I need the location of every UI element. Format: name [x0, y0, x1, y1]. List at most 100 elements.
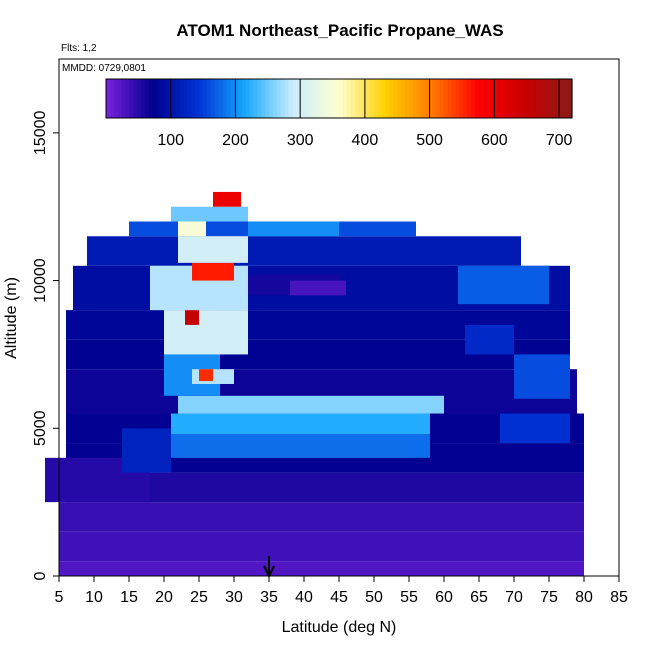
colorbar-segment	[245, 79, 251, 118]
heatmap-cell	[178, 221, 206, 237]
colorbar-segment	[533, 79, 538, 118]
colorbar-segment	[129, 79, 134, 118]
colorbar-segment	[354, 79, 360, 118]
colorbar-segment	[195, 79, 200, 118]
colorbar-segment	[471, 79, 476, 118]
heatmap-cell	[185, 310, 199, 325]
colorbar-segment	[560, 79, 565, 118]
y-tick-label: 0	[32, 571, 49, 580]
colorbar-segment	[249, 79, 255, 118]
colorbar-segment	[525, 79, 530, 118]
colorbar-segment	[537, 79, 542, 118]
colorbar-segment	[370, 79, 375, 118]
colorbar-segment	[401, 79, 406, 118]
x-tick-label: 35	[260, 589, 278, 606]
colorbar-segment	[416, 79, 422, 118]
colorbar-segment	[432, 79, 437, 118]
colorbar-segment	[389, 79, 394, 118]
colorbar-segment	[125, 79, 130, 118]
x-tick-label: 60	[435, 589, 453, 606]
colorbar-segment	[424, 79, 429, 118]
colorbar-segment	[544, 79, 550, 118]
colorbar-segment	[230, 79, 235, 118]
colorbar-segment	[412, 79, 418, 118]
colorbar-segment	[284, 79, 290, 118]
colorbar-segment	[548, 79, 554, 118]
colorbar-segment	[393, 79, 398, 118]
colorbar-segment	[385, 79, 391, 118]
colorbar-segment	[323, 79, 328, 118]
heatmap-cell	[178, 236, 248, 263]
colorbar-tick-label: 700	[546, 132, 573, 149]
colorbar-segment	[505, 79, 511, 118]
colorbar-segment	[486, 79, 492, 118]
heatmap-cell	[500, 413, 570, 444]
heatmap-cell	[59, 561, 584, 576]
colorbar-segment	[331, 79, 336, 118]
colorbar-segment	[513, 79, 519, 118]
colorbar-segment	[447, 79, 453, 118]
date-annotation: MMDD: 0729,0801	[62, 63, 146, 74]
plot-area	[45, 191, 584, 576]
colorbar-segment	[300, 79, 305, 118]
colorbar-segment	[494, 79, 499, 118]
colorbar-segment	[366, 79, 371, 118]
heatmap-cell	[213, 191, 241, 207]
colorbar-segment	[179, 79, 185, 118]
x-tick-label: 50	[365, 589, 383, 606]
y-tick-label: 5000	[32, 410, 49, 446]
colorbar-segment	[199, 79, 204, 118]
colorbar-segment	[304, 79, 309, 118]
x-axis-label: Latitude (deg N)	[282, 619, 397, 636]
colorbar-segment	[517, 79, 523, 118]
colorbar-segment	[292, 79, 297, 118]
colorbar-segment	[498, 79, 503, 118]
colorbar-tick-label: 100	[157, 132, 184, 149]
x-tick-label: 55	[400, 589, 418, 606]
colorbar-segment	[443, 79, 449, 118]
colorbar-segment	[346, 79, 352, 118]
heatmap-cell	[458, 265, 549, 305]
heatmap-cell	[66, 472, 584, 503]
x-axis: 5 10 15 20 25 30 35 40 45 50 55 60 65 70 75 80 85	[55, 576, 628, 606]
colorbar-segment	[261, 79, 266, 118]
colorbar-segment	[397, 79, 402, 118]
colorbar-segment	[319, 79, 325, 118]
colorbar-segment	[140, 79, 146, 118]
colorbar-segment	[241, 79, 247, 118]
heatmap-cell	[248, 221, 339, 237]
colorbar-segment	[408, 79, 414, 118]
colorbar-segment	[191, 79, 196, 118]
colorbar-segment	[238, 79, 243, 118]
colorbar-segment	[474, 79, 480, 118]
y-tick-label: 10000	[32, 258, 49, 303]
colorbar-segment	[521, 79, 526, 118]
x-tick-label: 20	[155, 589, 173, 606]
y-axis-label: Altitude (m)	[3, 277, 20, 359]
colorbar-segment	[459, 79, 464, 118]
colorbar-segment	[210, 79, 216, 118]
colorbar-segment	[451, 79, 457, 118]
colorbar-segment	[311, 79, 317, 118]
x-tick-label: 45	[330, 589, 348, 606]
colorbar-segment	[339, 79, 344, 118]
colorbar-segment	[218, 79, 224, 118]
colorbar-segment	[350, 79, 356, 118]
colorbar-segment	[187, 79, 193, 118]
x-tick-label: 15	[120, 589, 138, 606]
x-tick-label: 70	[505, 589, 523, 606]
colorbar-segment	[327, 79, 332, 118]
colorbar-segment	[502, 79, 507, 118]
x-tick-label: 10	[85, 589, 103, 606]
colorbar-segment	[269, 79, 274, 118]
y-axis: 0 5000 10000 15000	[32, 111, 59, 580]
colorbar-segment	[148, 79, 154, 118]
colorbar-segment	[405, 79, 410, 118]
colorbar-segment	[529, 79, 534, 118]
arrow-head	[263, 565, 275, 579]
heatmap-cell	[178, 395, 444, 414]
heatmap-cell	[164, 310, 248, 355]
colorbar-segment	[203, 79, 208, 118]
colorbar-segment	[214, 79, 220, 118]
colorbar-tick-label: 400	[352, 132, 379, 149]
